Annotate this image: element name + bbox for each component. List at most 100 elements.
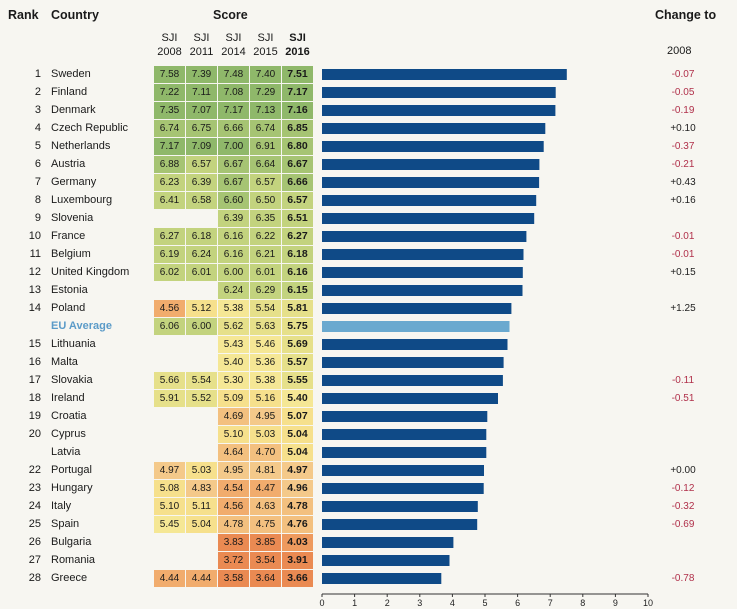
score-cell: 5.07 bbox=[282, 408, 313, 425]
change-value: -0.19 bbox=[671, 105, 695, 116]
score-cell: 4.95 bbox=[218, 462, 249, 479]
score-cell: 7.00 bbox=[218, 138, 249, 155]
score-cell: 6.74 bbox=[154, 120, 185, 137]
country-name: Spain bbox=[51, 518, 80, 530]
score-cell: 7.07 bbox=[186, 102, 217, 119]
rank-cell: 16 bbox=[28, 356, 41, 368]
score-cell: 6.80 bbox=[282, 138, 313, 155]
score-cell: 5.16 bbox=[250, 390, 281, 407]
rank-cell: 8 bbox=[34, 194, 41, 206]
country-name: Denmark bbox=[51, 104, 96, 116]
rank-cell: 10 bbox=[28, 230, 41, 242]
score-cell: 7.40 bbox=[250, 66, 281, 83]
score-bar bbox=[322, 141, 544, 152]
score-cell: 4.69 bbox=[218, 408, 249, 425]
rank-cell: 18 bbox=[28, 392, 41, 404]
score-bar bbox=[322, 573, 442, 584]
change-value: -0.21 bbox=[671, 159, 695, 170]
score-bar bbox=[322, 321, 510, 332]
country-name: Luxembourg bbox=[51, 194, 113, 206]
rank-cell: 19 bbox=[28, 410, 41, 422]
score-cell: 6.74 bbox=[250, 120, 281, 137]
score-cell: 7.11 bbox=[186, 84, 217, 101]
score-cell: 6.24 bbox=[218, 282, 249, 299]
country-name: Malta bbox=[51, 356, 78, 368]
x-tick-label: 2 bbox=[385, 598, 390, 608]
rank-cell: 24 bbox=[28, 500, 41, 512]
x-tick-label: 10 bbox=[643, 598, 653, 608]
country-name: Netherlands bbox=[51, 140, 111, 152]
score-cell: 6.75 bbox=[186, 120, 217, 137]
score-bar bbox=[322, 555, 450, 566]
score-cell: 6.29 bbox=[250, 282, 281, 299]
score-cell: 6.15 bbox=[282, 282, 313, 299]
score-cell: 6.18 bbox=[282, 246, 313, 263]
score-cell: 7.51 bbox=[282, 66, 313, 83]
change-value: +0.43 bbox=[670, 177, 696, 188]
score-cell: 6.01 bbox=[186, 264, 217, 281]
change-value: -0.37 bbox=[671, 141, 695, 152]
country-name: Czech Republic bbox=[51, 122, 129, 134]
x-tick-label: 0 bbox=[319, 598, 324, 608]
score-cell: 6.39 bbox=[218, 210, 249, 227]
score-cell: 3.64 bbox=[250, 570, 281, 587]
score-cell: 5.91 bbox=[154, 390, 185, 407]
score-cell: 5.40 bbox=[282, 390, 313, 407]
score-cell: 4.95 bbox=[250, 408, 281, 425]
score-cell: 5.40 bbox=[218, 354, 249, 371]
score-cell: 4.97 bbox=[282, 462, 313, 479]
score-cell: 6.60 bbox=[218, 192, 249, 209]
country-name: Sweden bbox=[51, 68, 91, 80]
score-bar bbox=[322, 303, 512, 314]
score-bar bbox=[322, 339, 508, 350]
rank-cell: 1 bbox=[34, 68, 41, 80]
score-cell: 5.54 bbox=[186, 372, 217, 389]
score-bar bbox=[322, 483, 484, 494]
x-tick-label: 9 bbox=[613, 598, 618, 608]
rank-cell: 6 bbox=[34, 158, 41, 170]
country-name: Cyprus bbox=[51, 428, 86, 440]
score-cell: 6.41 bbox=[154, 192, 185, 209]
score-cell: 3.72 bbox=[218, 552, 249, 569]
score-bar bbox=[322, 249, 524, 260]
score-cell: 3.54 bbox=[250, 552, 281, 569]
score-cell: 5.43 bbox=[218, 336, 249, 353]
x-tick-label: 8 bbox=[580, 598, 585, 608]
rank-cell: 26 bbox=[28, 536, 41, 548]
change-year: 2008 bbox=[667, 45, 692, 57]
score-bar bbox=[322, 87, 556, 98]
score-cell: 6.67 bbox=[282, 156, 313, 173]
score-cell: 6.21 bbox=[250, 246, 281, 263]
rank-header: Rank bbox=[8, 8, 39, 22]
change-value: +0.15 bbox=[670, 267, 696, 278]
score-cell: 6.16 bbox=[218, 246, 249, 263]
score-cell: 6.66 bbox=[282, 174, 313, 191]
score-cell: 3.58 bbox=[218, 570, 249, 587]
score-bar bbox=[322, 105, 556, 116]
rank-cell: 9 bbox=[34, 212, 41, 224]
score-cell: 6.06 bbox=[154, 318, 185, 335]
score-cell: 3.85 bbox=[250, 534, 281, 551]
score-bar bbox=[322, 123, 546, 134]
change-value: -0.01 bbox=[671, 231, 695, 242]
score-bar bbox=[322, 393, 498, 404]
country-name: Slovenia bbox=[51, 212, 94, 224]
score-cell: 5.04 bbox=[282, 444, 313, 461]
score-cell: 5.08 bbox=[154, 480, 185, 497]
score-cell: 5.04 bbox=[186, 516, 217, 533]
score-cell: 5.75 bbox=[282, 318, 313, 335]
x-tick-label: 3 bbox=[417, 598, 422, 608]
country-name: Italy bbox=[51, 500, 72, 512]
score-cell: 5.63 bbox=[250, 318, 281, 335]
change-value: -0.32 bbox=[671, 501, 695, 512]
score-cell: 6.18 bbox=[186, 228, 217, 245]
score-bar bbox=[322, 375, 503, 386]
score-cell: 6.67 bbox=[218, 156, 249, 173]
score-bar bbox=[322, 195, 537, 206]
score-header: Score bbox=[213, 8, 248, 22]
x-tick-label: 7 bbox=[548, 598, 553, 608]
score-bar bbox=[322, 411, 488, 422]
country-name: Finland bbox=[51, 86, 88, 98]
rank-cell: 11 bbox=[29, 248, 41, 260]
